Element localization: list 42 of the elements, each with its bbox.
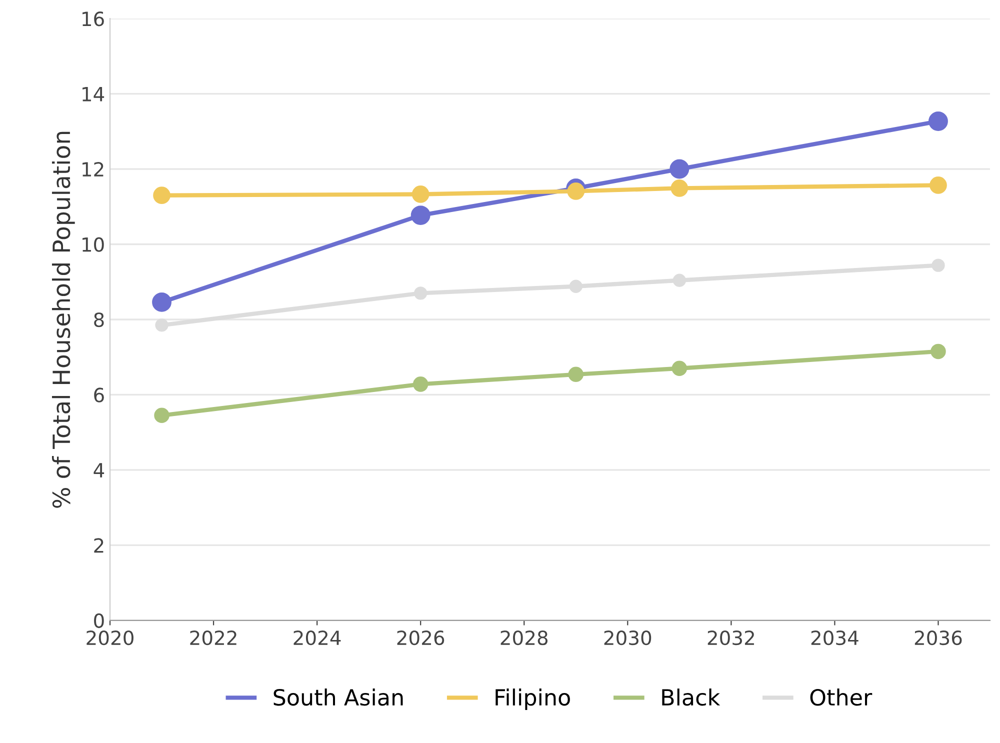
point xyxy=(412,376,428,392)
y-tick-label: 12 xyxy=(82,162,104,176)
point xyxy=(154,408,170,424)
legend-label: Filipino xyxy=(496,688,570,710)
y-axis-title: % of Total Household Population xyxy=(52,132,75,508)
point xyxy=(568,366,584,382)
x-tick-label: 2022 xyxy=(190,630,236,646)
point xyxy=(569,280,582,293)
x-tick-label: 2032 xyxy=(708,630,754,646)
point xyxy=(153,186,170,204)
point xyxy=(670,180,688,197)
point xyxy=(414,286,428,300)
x-tick-label: 2028 xyxy=(500,630,548,646)
point xyxy=(412,186,430,203)
point xyxy=(672,274,686,287)
x-tick-label: 2024 xyxy=(294,630,341,646)
x-tick-label: 2026 xyxy=(397,630,444,646)
point xyxy=(930,344,946,360)
point xyxy=(930,176,947,194)
legend-label: South Asian xyxy=(274,688,403,706)
y-tick-label: 16 xyxy=(82,12,104,26)
point xyxy=(410,206,430,226)
point xyxy=(928,112,948,131)
point xyxy=(155,318,168,332)
x-tick-label: 2030 xyxy=(604,630,652,646)
y-tick-label: 10 xyxy=(82,237,104,252)
x-tick-label: 2020 xyxy=(86,630,134,646)
y-tick-label: 8 xyxy=(94,312,104,328)
point xyxy=(567,182,585,200)
y-tick-label: 6 xyxy=(94,388,104,402)
point xyxy=(672,360,688,376)
point xyxy=(152,292,172,312)
point xyxy=(670,159,690,179)
x-tick-label: 2034 xyxy=(811,630,858,646)
y-tick-label: 0 xyxy=(94,613,104,628)
y-tick-label: 14 xyxy=(82,87,104,102)
y-tick-label: 4 xyxy=(94,463,104,478)
legend-label: Black xyxy=(662,688,720,706)
y-tick-label: 2 xyxy=(94,538,104,553)
legend-label: Other xyxy=(810,688,872,706)
point xyxy=(932,258,945,272)
x-tick-label: 2036 xyxy=(914,630,962,646)
